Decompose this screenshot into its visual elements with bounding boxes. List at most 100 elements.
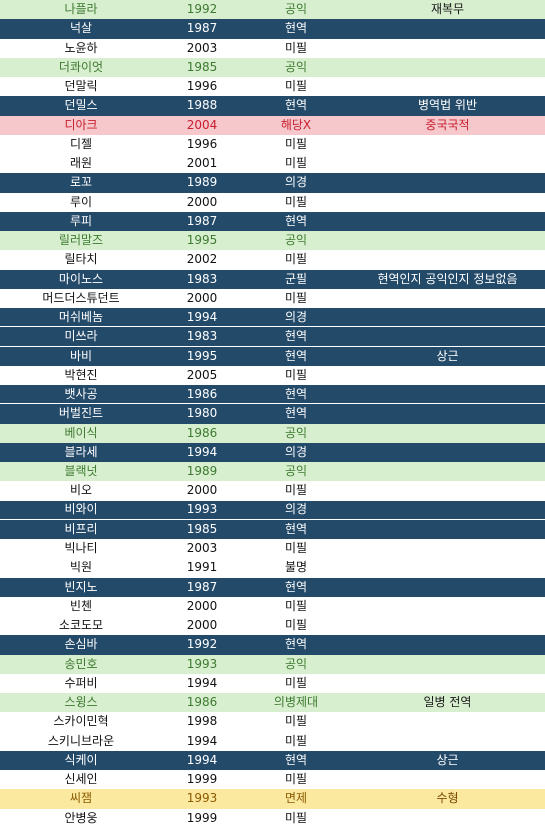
table-row: 넉살 1987 현역	[0, 19, 545, 39]
service-status: 면제	[284, 791, 308, 806]
table-row: 버벌진트 1980 현역	[0, 404, 545, 424]
table-row: 바비 1995 현역 상근	[0, 346, 545, 366]
rapper-name: 머쉬베놈	[58, 309, 104, 324]
table-row: 루이 2000 미필	[0, 192, 545, 212]
service-status: 현역	[284, 637, 308, 652]
table-row: 더콰이엇 1985 공익	[0, 57, 545, 77]
rapper-name: 씨잼	[69, 791, 93, 806]
service-status: 군필	[284, 271, 308, 286]
service-status: 현역	[284, 98, 308, 113]
service-note: 수형	[436, 791, 459, 806]
table-row: 디아크 2004 해당X 중국국적	[0, 115, 545, 135]
birth-year: 1992	[186, 637, 218, 652]
rapper-name: 마이노스	[58, 271, 104, 286]
birth-year: 1995	[186, 233, 218, 248]
birth-year: 1983	[186, 328, 218, 343]
rapper-name: 스키니브라운	[47, 733, 115, 748]
service-status: 의경	[284, 444, 308, 459]
service-note: 상근	[436, 752, 459, 767]
table-row: 비프리 1985 현역	[0, 519, 545, 539]
table-row: 미쓰라 1983 현역	[0, 327, 545, 347]
service-status: 미필	[284, 618, 308, 633]
birth-year: 1989	[186, 464, 218, 479]
birth-year: 1994	[186, 733, 218, 748]
service-status: 공익	[284, 2, 308, 17]
service-status: 불명	[284, 560, 308, 575]
service-status: 미필	[284, 483, 308, 498]
rapper-name: 블랙넛	[64, 464, 98, 479]
table-row: 던밀스 1988 현역 병역법 위반	[0, 96, 545, 116]
service-note: 중국국적	[425, 117, 470, 132]
rapper-name: 안병웅	[64, 810, 98, 825]
rapper-name: 바비	[69, 348, 93, 363]
service-status: 미필	[284, 733, 308, 748]
birth-year: 1993	[186, 502, 218, 517]
rapper-name: 노윤하	[64, 40, 98, 55]
table-row: 빅원 1991 불명	[0, 558, 545, 578]
birth-year: 1991	[186, 560, 218, 575]
service-status: 미필	[284, 40, 308, 55]
table-row: 루피 1987 현역	[0, 211, 545, 231]
service-status: 미필	[284, 79, 308, 94]
birth-year: 2000	[186, 194, 218, 209]
service-status: 현역	[284, 328, 308, 343]
birth-year: 1996	[186, 79, 218, 94]
service-status: 현역	[284, 521, 308, 536]
rapper-name: 넉살	[69, 21, 93, 36]
table-row: 빅나티 2003 미필	[0, 539, 545, 559]
service-note: 재복무	[430, 2, 465, 17]
service-status: 미필	[284, 810, 308, 825]
table-row: 베이식 1986 공익	[0, 423, 545, 443]
table-row: 송민호 1993 공익	[0, 654, 545, 674]
birth-year: 1998	[186, 714, 218, 729]
rapper-name: 머드더스튜던트	[42, 290, 120, 305]
rapper-name: 뱃사공	[64, 386, 98, 401]
table-row: 스카이민혁 1998 미필	[0, 712, 545, 732]
service-status: 의경	[284, 175, 308, 190]
service-status: 미필	[284, 772, 308, 787]
table-row: 비오 2000 미필	[0, 481, 545, 501]
rapper-name: 릴러말즈	[58, 233, 104, 248]
birth-year: 2000	[186, 290, 218, 305]
service-status: 현역	[284, 406, 308, 421]
birth-year: 2003	[186, 541, 218, 556]
table-row: 신세인 1999 미필	[0, 770, 545, 790]
service-status: 현역	[284, 213, 308, 228]
birth-year: 2002	[186, 252, 218, 267]
rapper-name: 빈지노	[64, 579, 98, 594]
table-row: 머드더스튜던트 2000 미필	[0, 288, 545, 308]
table-row: 던말릭 1996 미필	[0, 77, 545, 97]
rapper-name: 빅원	[69, 560, 93, 575]
table-row: 로꼬 1989 의경	[0, 173, 545, 193]
birth-year: 2000	[186, 483, 218, 498]
birth-year: 1995	[186, 348, 218, 363]
service-status: 현역	[284, 386, 308, 401]
table-row: 수퍼비 1994 미필	[0, 673, 545, 693]
rapper-name: 손심바	[64, 637, 98, 652]
birth-year: 1987	[186, 213, 218, 228]
table-row: 비와이 1993 의경	[0, 500, 545, 520]
rapper-name: 디젤	[69, 136, 93, 151]
rapper-name: 던밀스	[64, 98, 98, 113]
service-status: 현역	[284, 579, 308, 594]
service-status: 미필	[284, 714, 308, 729]
service-status: 미필	[284, 252, 308, 267]
service-status: 현역	[284, 21, 308, 36]
birth-year: 1987	[186, 21, 218, 36]
rapper-name: 베이식	[64, 425, 98, 440]
service-status: 의병제대	[273, 695, 319, 710]
rapper-name: 래원	[69, 156, 93, 171]
rapper-name: 비와이	[64, 502, 98, 517]
birth-year: 1994	[186, 675, 218, 690]
table-row: 래원 2001 미필	[0, 154, 545, 174]
rapper-name: 더콰이엇	[58, 59, 104, 74]
table-row: 블라세 1994 의경	[0, 442, 545, 462]
table-row: 빈지노 1987 현역	[0, 577, 545, 597]
table-row: 소코도모 2000 미필	[0, 616, 545, 636]
table-row: 릴타치 2002 미필	[0, 250, 545, 270]
birth-year: 2001	[186, 156, 218, 171]
service-status: 해당X	[280, 117, 312, 132]
rapper-name: 비프리	[64, 521, 98, 536]
birth-year: 1999	[186, 810, 218, 825]
service-status: 의경	[284, 309, 308, 324]
